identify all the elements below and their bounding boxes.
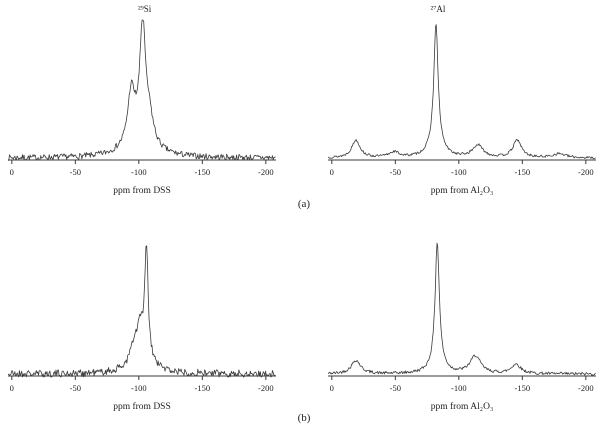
x-tick-label: -100 (451, 167, 467, 177)
x-tick-label: -150 (515, 383, 531, 393)
si-29-spectrum-a-trace (7, 19, 276, 161)
x-tick-label: 0 (10, 383, 14, 393)
si-29-spectrum-a: 0 -50 -100 -150 -200 ²⁹Si ppm from DSS (7, 4, 276, 196)
al-27-spectrum-a: 0 -50 -100 -150 -200 ²⁷Al ppm from Al₂O₃ (327, 4, 596, 196)
x-tick-label: -150 (195, 167, 211, 177)
al-27-spectrum-b-trace (327, 242, 596, 376)
x-tick-label: 0 (330, 383, 334, 393)
x-tick-label: -100 (131, 167, 147, 177)
al-27-spectrum-b: 0 -50 -100 -150 -200 ppm from Al₂O₃ (327, 242, 596, 412)
si-29-spectrum-b-xlabel: ppm from DSS (113, 401, 171, 412)
x-tick-label: 0 (330, 167, 334, 177)
si-29-spectrum-b-trace (7, 245, 276, 378)
si-29-spectrum-a-title: ²⁹Si (138, 4, 152, 14)
x-tick-label: -200 (258, 167, 274, 177)
x-tick-label: -50 (70, 383, 81, 393)
al-27-spectrum-b-xlabel: ppm from Al₂O₃ (431, 401, 494, 412)
x-tick-label: -100 (131, 383, 147, 393)
al-27-spectrum-a-title: ²⁷Al (431, 4, 446, 14)
panel-label-a: (a) (297, 198, 311, 210)
x-tick-label: 0 (10, 167, 14, 177)
si-29-spectrum-b: 0 -50 -100 -150 -200 ppm from DSS (7, 245, 276, 412)
x-tick-label: -200 (578, 383, 594, 393)
x-tick-label: -50 (390, 167, 401, 177)
si-29-spectrum-a-xlabel: ppm from DSS (113, 185, 171, 196)
x-tick-label: -50 (70, 167, 81, 177)
x-tick-label: -100 (451, 383, 467, 393)
x-tick-label: -200 (578, 167, 594, 177)
panel-label-b: (b) (297, 412, 311, 424)
x-tick-label: -150 (515, 167, 531, 177)
al-27-spectrum-a-trace (327, 24, 596, 160)
x-tick-label: -150 (195, 383, 211, 393)
al-27-spectrum-a-xlabel: ppm from Al₂O₃ (431, 185, 494, 196)
x-tick-label: -200 (258, 383, 274, 393)
x-tick-label: -50 (390, 383, 401, 393)
